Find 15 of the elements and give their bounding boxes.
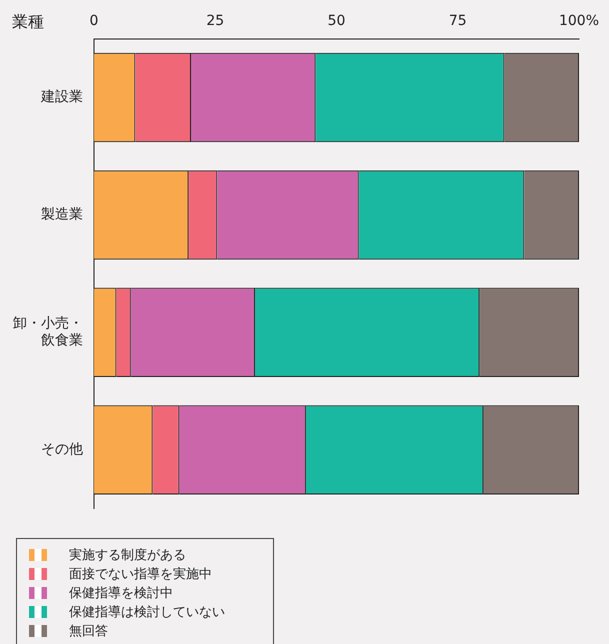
legend-label: 面接でない指導を実施中 (69, 566, 212, 582)
y-tick-label: 製造業 (41, 206, 83, 223)
x-tick-label: 25 (206, 13, 224, 30)
y-tick-label: 建設業 (40, 89, 83, 106)
x-tick-label: 0 (90, 13, 98, 30)
legend-label: 無回答 (69, 622, 108, 640)
legend-label: 保健指導を検討中 (69, 584, 173, 602)
y-tick-label: 卸・小売・飲食業 (13, 316, 83, 348)
y-axis-title: 業種 (12, 12, 44, 33)
x-tick-label: 75 (448, 13, 467, 30)
y-tick-label: その他 (41, 442, 83, 458)
x-tick-label: 50 (328, 13, 346, 30)
x-tick-label: 100% (558, 13, 600, 30)
legend-label: 保健指導は検討していない (69, 604, 225, 620)
legend-label: 実施する制度がある (69, 546, 186, 564)
